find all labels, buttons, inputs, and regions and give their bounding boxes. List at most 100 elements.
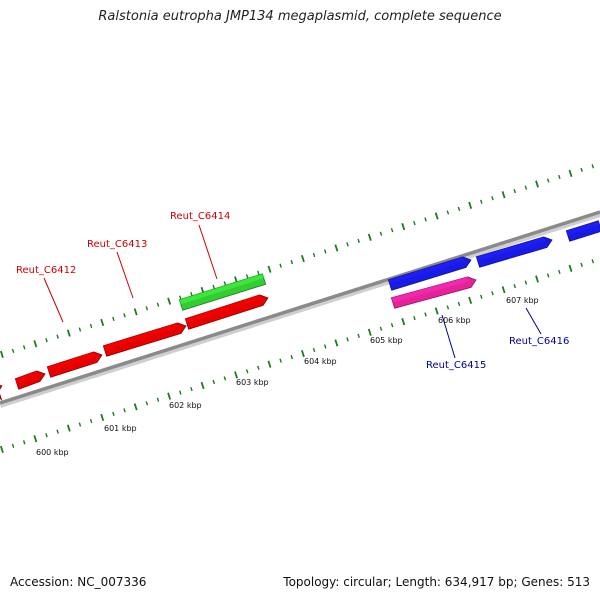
outer-tick (22, 345, 26, 350)
inner-tick (66, 424, 71, 432)
inner-tick (234, 371, 238, 379)
outer-tick (491, 196, 494, 201)
scale-label: 606 kbp (438, 316, 471, 325)
outer-tick (434, 212, 439, 220)
gene-arrow (14, 370, 46, 390)
outer-tick (112, 316, 115, 322)
outer-tick (223, 281, 227, 286)
gene-arrow-shine (388, 256, 465, 285)
inner-tick (312, 347, 316, 353)
inner-tick (568, 264, 573, 273)
outer-tick (45, 338, 48, 343)
outer-tick (501, 191, 506, 199)
gene-label-leader (441, 314, 456, 359)
gene-track (0, 220, 600, 401)
outer-tick (56, 334, 59, 339)
gene-label: Reut_C6416 (509, 336, 569, 347)
gene-arrow-reut-c6412 (46, 351, 103, 378)
inner-tick (179, 390, 182, 395)
outer-tick (145, 306, 149, 311)
scale-labels: 600 kbp 601 kbp 602 kbp 603 kbp 604 kbp 605 k… (36, 296, 539, 457)
outer-tick (245, 274, 249, 279)
inner-tick (390, 323, 394, 328)
scale-label: 600 kbp (36, 448, 69, 457)
inner-tick (301, 349, 305, 358)
inner-tick (546, 273, 550, 278)
outer-tick (78, 327, 82, 332)
outer-tick (212, 284, 216, 290)
inner-tick (446, 305, 450, 310)
outer-tick (413, 220, 416, 226)
inner-tick (501, 286, 506, 294)
inner-tick (11, 443, 15, 448)
inner-tick (78, 422, 82, 427)
gene-label-leader (198, 224, 218, 280)
scale-label: 604 kbp (304, 357, 337, 366)
inner-tick (424, 312, 427, 317)
gene-arrow-reut-c6415 (387, 256, 472, 291)
outer-tick (379, 231, 383, 236)
inner-tick (323, 344, 327, 349)
inner-tick (56, 429, 59, 434)
inner-tick (33, 435, 38, 443)
gene-arrow-shine (566, 220, 600, 236)
outer-tick (558, 174, 561, 180)
inner-tick (45, 433, 48, 438)
inner-tick (558, 269, 561, 275)
gene-arrow-reut-c6413 (102, 322, 187, 357)
outer-tick (89, 323, 93, 329)
inner-tick (22, 440, 26, 445)
inner-tick (212, 379, 216, 385)
outer-tick (524, 185, 528, 190)
scale-label: 602 kbp (169, 401, 202, 410)
outer-tick (267, 265, 272, 273)
scale-label: 603 kbp (236, 378, 269, 387)
gene-label-leader (116, 251, 134, 299)
gene-labels: Reut_C6412 Reut_C6413 Reut_C6414 Reut_C6415… (16, 211, 569, 371)
scale-label: 601 kbp (104, 424, 137, 433)
inner-tick (267, 360, 272, 368)
outer-tick (290, 260, 294, 265)
backbone-line (0, 210, 600, 405)
scale-label: 605 kbp (370, 336, 403, 345)
gene-arrow-shine (47, 351, 96, 372)
inner-tick (156, 397, 160, 402)
outer-tick (133, 308, 138, 316)
inner-tick (413, 315, 416, 321)
outer-tick (480, 199, 483, 204)
map-title: Ralstonia eutropha JMP134 megaplasmid, c… (98, 9, 502, 24)
gene-label: Reut_C6414 (170, 211, 230, 222)
inner-tick (346, 337, 349, 342)
inner-tick (145, 401, 149, 406)
outer-tick (11, 348, 15, 353)
gene-highlight-pink (390, 276, 477, 309)
outer-tick (100, 318, 105, 327)
inner-tick (367, 328, 372, 336)
inner-tick-ring (0, 259, 595, 454)
inner-tick (123, 408, 126, 413)
outer-tick (591, 164, 595, 169)
outer-tick (468, 201, 473, 209)
outer-tick (323, 249, 327, 254)
gene-arrow-shine (391, 276, 470, 303)
inner-tick (334, 339, 339, 347)
inner-tick (190, 386, 193, 392)
inner-tick (434, 307, 439, 315)
inner-tick (257, 365, 260, 370)
inner-tick (89, 418, 93, 424)
gene-label-leader (43, 277, 64, 323)
outer-tick (66, 329, 71, 337)
outer-tick (580, 167, 583, 172)
outer-tick (367, 233, 372, 241)
inner-tick (279, 358, 282, 363)
outer-tick (446, 210, 450, 215)
backbone-shadow (0, 211, 600, 408)
outer-tick (33, 340, 38, 348)
inner-tick (167, 392, 172, 400)
gene-arrow-partial (0, 384, 3, 401)
outer-tick (0, 350, 4, 359)
inner-tick (245, 369, 249, 374)
inner-tick (100, 413, 105, 422)
outer-tick (179, 295, 182, 300)
